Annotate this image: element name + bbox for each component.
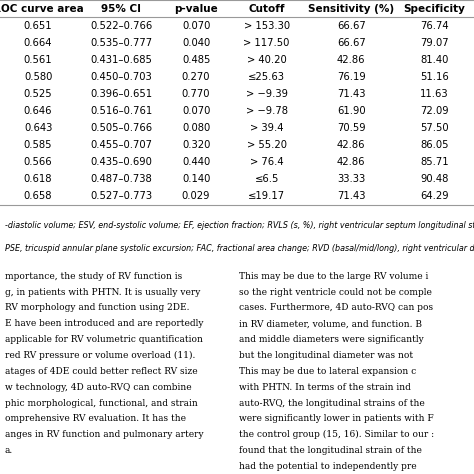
- Text: so the right ventricle could not be comple: so the right ventricle could not be comp…: [239, 288, 432, 297]
- Text: 76.74: 76.74: [420, 20, 449, 31]
- Text: 57.50: 57.50: [420, 123, 449, 133]
- Text: 71.43: 71.43: [337, 191, 365, 201]
- Text: ≤25.63: ≤25.63: [248, 72, 285, 82]
- Text: 0.140: 0.140: [182, 174, 210, 184]
- Text: 0.080: 0.080: [182, 123, 210, 133]
- Text: 0.029: 0.029: [182, 191, 210, 201]
- Text: had the potential to independently pre: had the potential to independently pre: [239, 462, 417, 471]
- Text: in RV diameter, volume, and function. B: in RV diameter, volume, and function. B: [239, 319, 422, 328]
- Text: 0.525: 0.525: [24, 89, 53, 99]
- Text: 81.40: 81.40: [420, 55, 449, 65]
- Text: 0.646: 0.646: [24, 106, 52, 116]
- Text: 0.561: 0.561: [24, 55, 53, 65]
- Text: > 40.20: > 40.20: [247, 55, 286, 65]
- Text: and middle diameters were significantly: and middle diameters were significantly: [239, 335, 424, 344]
- Text: 71.43: 71.43: [337, 89, 365, 99]
- Text: E have been introduced and are reportedly: E have been introduced and are reportedl…: [5, 319, 203, 328]
- Text: 72.09: 72.09: [420, 106, 449, 116]
- Text: PSE, tricuspid annular plane systolic excursion; FAC, fractional area change; RV: PSE, tricuspid annular plane systolic ex…: [5, 244, 474, 253]
- Text: 0.651: 0.651: [24, 20, 53, 31]
- Text: 0.618: 0.618: [24, 174, 52, 184]
- Text: the control group (15, 16). Similar to our :: the control group (15, 16). Similar to o…: [239, 430, 435, 439]
- Text: 0.270: 0.270: [182, 72, 210, 82]
- Text: 42.86: 42.86: [337, 140, 365, 150]
- Text: Sensitivity (%): Sensitivity (%): [308, 3, 394, 14]
- Text: were significantly lower in patients with F: were significantly lower in patients wit…: [239, 414, 434, 423]
- Text: 0.585: 0.585: [24, 140, 52, 150]
- Text: 0.770: 0.770: [182, 89, 210, 99]
- Text: 76.19: 76.19: [337, 72, 365, 82]
- Text: 0.435–0.690: 0.435–0.690: [91, 157, 152, 167]
- Text: 0.527–0.773: 0.527–0.773: [90, 191, 152, 201]
- Text: -diastolic volume; ESV, end-systolic volume; EF, ejection fraction; RVLS (s, %),: -diastolic volume; ESV, end-systolic vol…: [5, 221, 474, 230]
- Text: 0.450–0.703: 0.450–0.703: [91, 72, 152, 82]
- Text: 0.658: 0.658: [24, 191, 52, 201]
- Text: 61.90: 61.90: [337, 106, 365, 116]
- Text: > 55.20: > 55.20: [246, 140, 287, 150]
- Text: 0.455–0.707: 0.455–0.707: [91, 140, 152, 150]
- Text: 0.070: 0.070: [182, 20, 210, 31]
- Text: 42.86: 42.86: [337, 55, 365, 65]
- Text: a.: a.: [5, 446, 13, 455]
- Text: 86.05: 86.05: [420, 140, 449, 150]
- Text: applicable for RV volumetric quantification: applicable for RV volumetric quantificat…: [5, 335, 202, 344]
- Text: 0.040: 0.040: [182, 37, 210, 48]
- Text: p-value: p-value: [174, 3, 218, 14]
- Text: RV morphology and function using 2DE.: RV morphology and function using 2DE.: [5, 303, 189, 312]
- Text: 33.33: 33.33: [337, 174, 365, 184]
- Text: 0.535–0.777: 0.535–0.777: [90, 37, 152, 48]
- Text: omprehensive RV evaluation. It has the: omprehensive RV evaluation. It has the: [5, 414, 186, 423]
- Text: 0.516–0.761: 0.516–0.761: [90, 106, 153, 116]
- Text: ROC curve area: ROC curve area: [0, 3, 83, 14]
- Text: 66.67: 66.67: [337, 37, 365, 48]
- Text: g, in patients with PHTN. It is usually very: g, in patients with PHTN. It is usually …: [5, 288, 200, 297]
- Text: 0.522–0.766: 0.522–0.766: [90, 20, 153, 31]
- Text: 0.440: 0.440: [182, 157, 210, 167]
- Text: found that the longitudinal strain of the: found that the longitudinal strain of th…: [239, 446, 422, 455]
- Text: 0.487–0.738: 0.487–0.738: [91, 174, 152, 184]
- Text: > 39.4: > 39.4: [250, 123, 283, 133]
- Text: 0.320: 0.320: [182, 140, 210, 150]
- Text: 70.59: 70.59: [337, 123, 365, 133]
- Text: with PHTN. In terms of the strain ind: with PHTN. In terms of the strain ind: [239, 383, 411, 392]
- Text: w technology, 4D auto-RVQ can combine: w technology, 4D auto-RVQ can combine: [5, 383, 191, 392]
- Text: > −9.39: > −9.39: [246, 89, 288, 99]
- Text: 0.485: 0.485: [182, 55, 210, 65]
- Text: This may be due to the large RV volume i: This may be due to the large RV volume i: [239, 272, 429, 281]
- Text: 0.566: 0.566: [24, 157, 53, 167]
- Text: 0.580: 0.580: [24, 72, 52, 82]
- Text: 79.07: 79.07: [420, 37, 449, 48]
- Text: cases. Furthermore, 4D auto-RVQ can pos: cases. Furthermore, 4D auto-RVQ can pos: [239, 303, 434, 312]
- Text: Specificity: Specificity: [403, 3, 465, 14]
- Text: > 153.30: > 153.30: [244, 20, 290, 31]
- Text: This may be due to lateral expansion c: This may be due to lateral expansion c: [239, 367, 417, 376]
- Text: ≤19.17: ≤19.17: [248, 191, 285, 201]
- Text: 66.67: 66.67: [337, 20, 365, 31]
- Text: 95% CI: 95% CI: [101, 3, 141, 14]
- Text: > 117.50: > 117.50: [244, 37, 290, 48]
- Text: 90.48: 90.48: [420, 174, 449, 184]
- Text: 0.664: 0.664: [24, 37, 52, 48]
- Text: > −9.78: > −9.78: [246, 106, 288, 116]
- Text: anges in RV function and pulmonary artery: anges in RV function and pulmonary arter…: [5, 430, 203, 439]
- Text: mportance, the study of RV function is: mportance, the study of RV function is: [5, 272, 182, 281]
- Text: 0.431–0.685: 0.431–0.685: [91, 55, 152, 65]
- Text: 0.070: 0.070: [182, 106, 210, 116]
- Text: 42.86: 42.86: [337, 157, 365, 167]
- Text: auto-RVQ, the longitudinal strains of the: auto-RVQ, the longitudinal strains of th…: [239, 399, 425, 408]
- Text: 11.63: 11.63: [420, 89, 449, 99]
- Text: 0.505–0.766: 0.505–0.766: [90, 123, 152, 133]
- Text: 51.16: 51.16: [420, 72, 449, 82]
- Text: red RV pressure or volume overload (11).: red RV pressure or volume overload (11).: [5, 351, 195, 360]
- Text: 0.643: 0.643: [24, 123, 52, 133]
- Text: > 76.4: > 76.4: [250, 157, 283, 167]
- Text: 64.29: 64.29: [420, 191, 449, 201]
- Text: but the longitudinal diameter was not: but the longitudinal diameter was not: [239, 351, 413, 360]
- Text: 85.71: 85.71: [420, 157, 449, 167]
- Text: ≤6.5: ≤6.5: [255, 174, 279, 184]
- Text: 0.396–0.651: 0.396–0.651: [90, 89, 152, 99]
- Text: phic morphological, functional, and strain: phic morphological, functional, and stra…: [5, 399, 198, 408]
- Text: atages of 4DE could better reflect RV size: atages of 4DE could better reflect RV si…: [5, 367, 197, 376]
- Text: Cutoff: Cutoff: [248, 3, 285, 14]
